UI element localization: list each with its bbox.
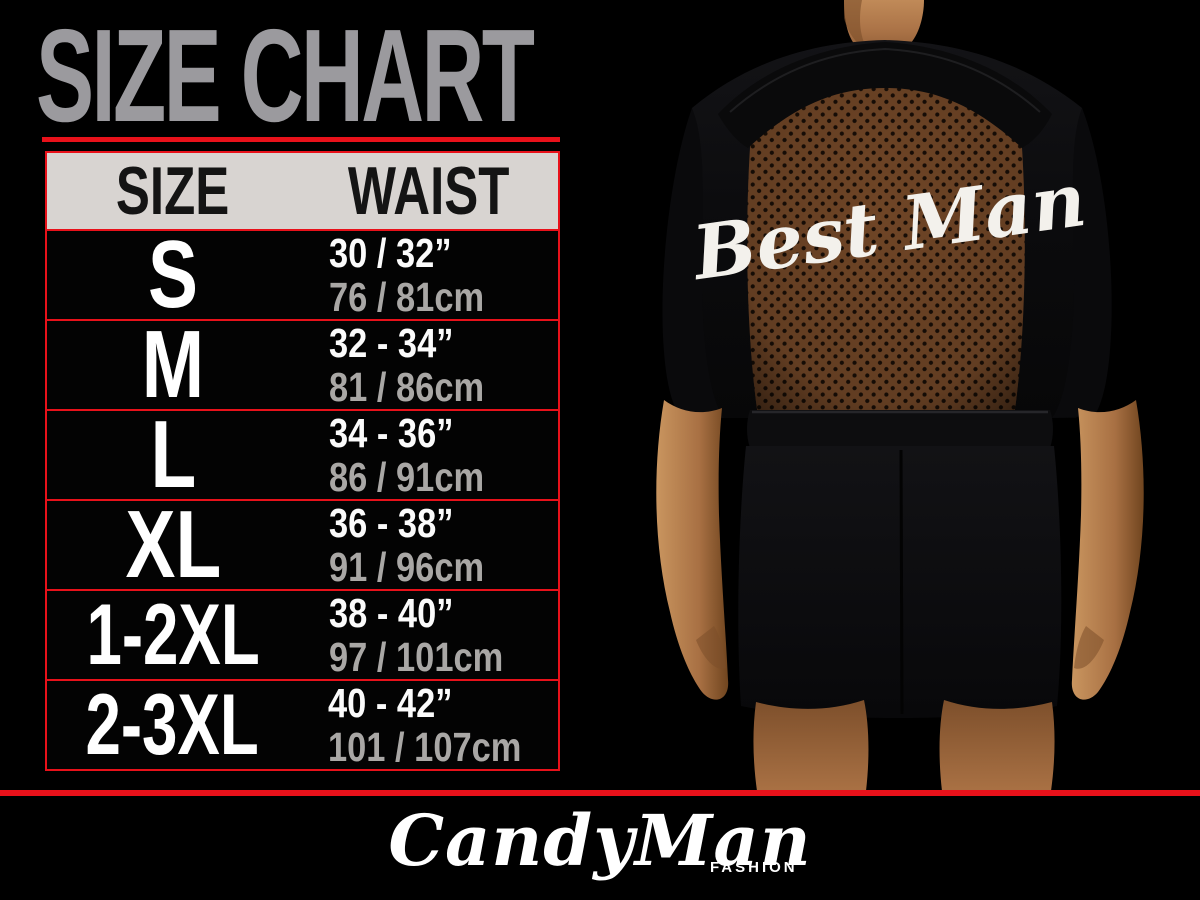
- brand-fashion-label: FASHION: [709, 859, 798, 876]
- waist-inches: 32 - 34”: [329, 319, 454, 366]
- waist-centimeters: 101 / 107cm: [327, 724, 522, 770]
- header-waist-label: WAIST: [347, 153, 510, 229]
- waist-centimeters: 86 / 91cm: [329, 454, 485, 500]
- brand-name: CandyMan: [388, 799, 812, 882]
- table-row: L 34 - 36” 86 / 91cm: [47, 407, 558, 503]
- waist-centimeters: 81 / 86cm: [329, 364, 485, 410]
- table-row: S 30 / 32” 76 / 81cm: [47, 227, 558, 323]
- table-row: M 32 - 34” 81 / 86cm: [47, 317, 558, 413]
- table-row: 1-2XL 38 - 40” 97 / 101cm: [47, 587, 558, 683]
- size-value: 1-2XL: [86, 587, 260, 683]
- size-value: M: [141, 311, 205, 418]
- size-value: S: [148, 221, 198, 328]
- table-row: XL 36 - 38” 91 / 96cm: [47, 497, 558, 593]
- photo-vignette: [600, 0, 1200, 791]
- title-underline: [42, 137, 560, 142]
- waist-centimeters: 91 / 96cm: [329, 544, 485, 590]
- table-header-row: SIZE WAIST: [47, 153, 558, 231]
- waist-centimeters: 97 / 101cm: [329, 634, 504, 680]
- size-value: L: [150, 401, 196, 508]
- table-row: 2-3XL 40 - 42” 101 / 107cm: [47, 677, 558, 773]
- waist-inches: 40 - 42”: [327, 679, 453, 726]
- bottom-divider-line: [0, 790, 1200, 796]
- header-size-label: SIZE: [116, 153, 230, 229]
- size-value: XL: [125, 491, 221, 598]
- size-table: SIZE WAIST S 30 / 32” 76 / 81cm M 32 - 3…: [45, 151, 560, 771]
- waist-centimeters: 76 / 81cm: [329, 274, 485, 320]
- waist-inches: 36 - 38”: [329, 499, 454, 546]
- model-photo: Best Man: [600, 0, 1200, 791]
- brand-logo: CandyMan FASHION: [0, 798, 1200, 900]
- waist-inches: 34 - 36”: [329, 409, 454, 456]
- page-title: SIZE CHART: [36, 2, 535, 149]
- waist-inches: 30 / 32”: [329, 229, 452, 276]
- waist-inches: 38 - 40”: [329, 589, 454, 636]
- size-value: 2-3XL: [85, 677, 260, 773]
